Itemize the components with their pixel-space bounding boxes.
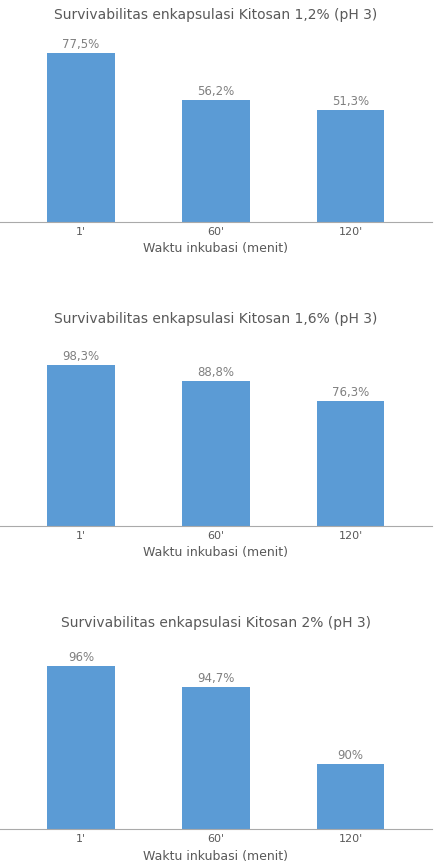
Text: 96%: 96% bbox=[68, 651, 94, 664]
Bar bbox=[182, 99, 250, 222]
Bar bbox=[47, 54, 115, 222]
Text: 51,3%: 51,3% bbox=[332, 95, 369, 108]
Bar bbox=[317, 401, 384, 525]
Bar bbox=[317, 111, 384, 222]
Bar bbox=[47, 365, 115, 525]
Text: 98,3%: 98,3% bbox=[62, 350, 100, 363]
Bar bbox=[47, 666, 115, 864]
Text: 88,8%: 88,8% bbox=[197, 365, 235, 378]
Title: Survivabilitas enkapsulasi Kitosan 1,2% (pH 3): Survivabilitas enkapsulasi Kitosan 1,2% … bbox=[54, 8, 377, 22]
X-axis label: Waktu inkubasi (menit): Waktu inkubasi (menit) bbox=[143, 546, 288, 559]
Text: 76,3%: 76,3% bbox=[332, 386, 369, 399]
Bar bbox=[182, 381, 250, 525]
Bar bbox=[182, 688, 250, 864]
Bar bbox=[317, 764, 384, 864]
Text: 94,7%: 94,7% bbox=[197, 672, 235, 685]
Text: 90%: 90% bbox=[338, 749, 364, 762]
Text: 77,5%: 77,5% bbox=[62, 38, 100, 51]
Text: 56,2%: 56,2% bbox=[197, 85, 235, 98]
X-axis label: Waktu inkubasi (menit): Waktu inkubasi (menit) bbox=[143, 850, 288, 863]
Title: Survivabilitas enkapsulasi Kitosan 1,6% (pH 3): Survivabilitas enkapsulasi Kitosan 1,6% … bbox=[54, 312, 377, 326]
Title: Survivabilitas enkapsulasi Kitosan 2% (pH 3): Survivabilitas enkapsulasi Kitosan 2% (p… bbox=[61, 615, 371, 630]
X-axis label: Waktu inkubasi (menit): Waktu inkubasi (menit) bbox=[143, 242, 288, 256]
